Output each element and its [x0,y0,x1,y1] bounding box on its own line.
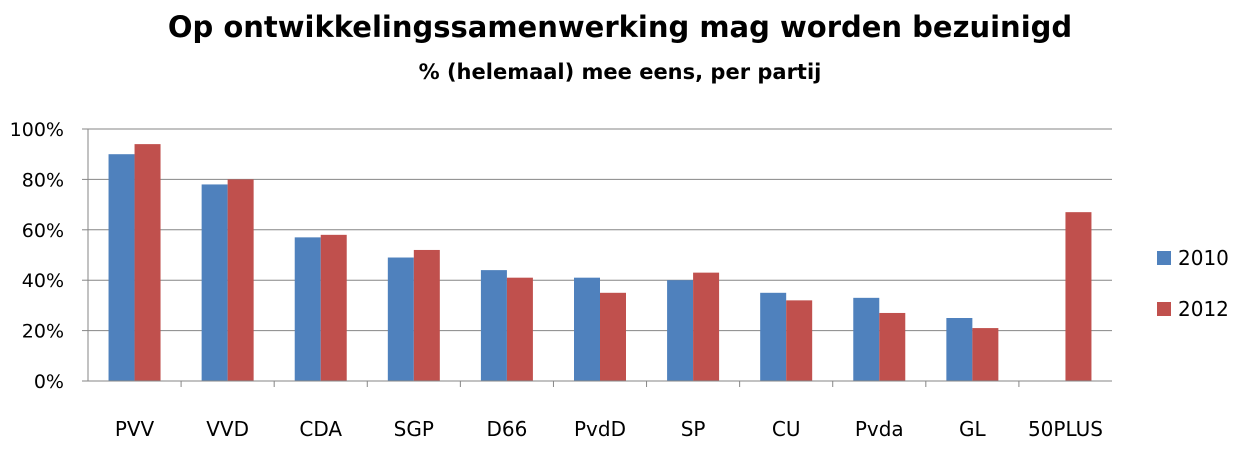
bar-pvv-2012 [134,144,161,381]
bar-vvd-2010 [201,184,228,381]
x-tick-label: SP [681,417,706,441]
legend-label: 2012 [1178,297,1229,321]
y-tick-label: 100% [10,119,64,141]
bar-50plus-2012 [1065,212,1092,381]
bars [108,144,1092,381]
bar-sp-2010 [667,280,694,381]
bar-pvv-2010 [108,154,135,381]
legend-swatch [1157,251,1171,265]
bar-sgp-2012 [413,249,440,381]
y-tick-label: 40% [22,270,64,292]
bar-d66-2012 [506,277,533,381]
bar-cu-2012 [786,300,813,381]
x-tick-label: 50PLUS [1028,417,1103,441]
x-tick-labels: PVV VVD CDA SGP D66 PvdD SP CU Pvda GL 50PLUS [115,417,1103,441]
x-tick-label: PVV [115,417,155,441]
y-tick-label: 0% [34,371,64,393]
bar-cda-2012 [320,234,347,381]
chart-title: Op ontwikkelingssamenwerking mag worden … [167,10,1073,44]
y-tick-label: 60% [22,220,64,242]
y-tick-labels: 0% 20% 40% 60% 80% 100% [10,119,64,393]
legend: 2010 2012 [1157,246,1229,321]
bar-d66-2010 [480,270,507,381]
x-tick-label: SGP [394,417,434,441]
legend-label: 2010 [1178,246,1229,270]
x-tick-label: CDA [299,417,342,441]
legend-swatch [1157,302,1171,316]
x-tick-label: VVD [206,417,249,441]
y-tick-label: 20% [22,321,64,343]
bar-pvdd-2010 [574,277,600,381]
bar-sgp-2010 [387,257,414,381]
x-tick-label: D66 [486,417,527,441]
bar-cu-2010 [760,292,787,381]
x-tick-label: GL [959,417,986,441]
bar-pvda-2010 [853,297,880,381]
bar-gl-2010 [946,318,973,381]
bar-sp-2012 [693,272,720,381]
y-tick-label: 80% [22,169,64,191]
axes [82,128,1112,387]
bar-pvda-2012 [879,312,906,381]
bar-cda-2010 [294,237,321,381]
bar-vvd-2012 [227,179,254,381]
chart-subtitle: % (helemaal) mee eens, per partij [418,60,822,84]
x-tick-label: CU [772,417,801,441]
bar-gl-2012 [972,328,999,381]
x-tick-label: PvdD [574,417,626,441]
x-tick-label: Pvda [855,417,904,441]
bar-pvdd-2012 [600,292,626,381]
